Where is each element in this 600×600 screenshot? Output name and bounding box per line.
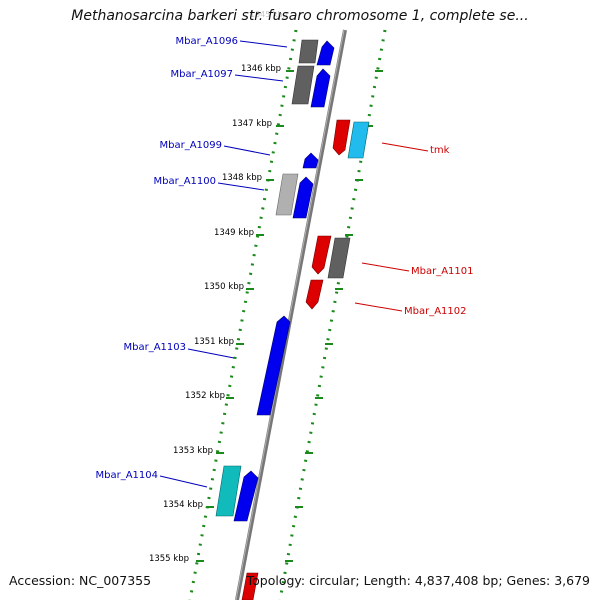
tick-label-1347: 1347 kbp (232, 119, 272, 129)
gene-feature-partial[interactable] (241, 572, 259, 600)
neighbor-feature[interactable] (327, 237, 351, 279)
leader-line (217, 182, 265, 191)
gene-label-mbar-a1102[interactable]: Mbar_A1102 (404, 306, 467, 317)
accession-info: Accession: NC_007355 (9, 573, 152, 588)
gene-feature-mbar-a1096[interactable] (316, 40, 335, 66)
gene-label-mbar-a1103[interactable]: Mbar_A1103 (123, 342, 186, 353)
right-tick-track (278, 29, 387, 600)
genome-backbone (235, 29, 347, 600)
tick-label-1354: 1354 kbp (163, 500, 203, 510)
gene-label-mbar-a1099[interactable]: Mbar_A1099 (159, 140, 222, 151)
neighbor-feature[interactable] (347, 121, 370, 159)
sequence-title: Methanosarcina barkeri str. fusaro chrom… (71, 8, 529, 24)
neighbor-feature[interactable] (275, 173, 299, 216)
tick-label-1353: 1353 kbp (173, 446, 213, 456)
leader-line (187, 348, 235, 359)
leader-line (381, 142, 429, 152)
leader-line (223, 145, 271, 156)
leader-line (361, 262, 410, 272)
tick-label-1351: 1351 kbp (194, 337, 234, 347)
leader-line (354, 302, 403, 312)
gene-feature-mbar-a1104[interactable] (233, 470, 259, 522)
gene-feature-mbar-a1101[interactable] (311, 235, 332, 275)
gene-label-mbar-a1096[interactable]: Mbar_A1096 (175, 36, 238, 47)
gene-label-mbar-a1104[interactable]: Mbar_A1104 (95, 470, 158, 481)
tick-label-1350: 1350 kbp (204, 282, 244, 292)
tick-label-1349: 1349 kbp (214, 228, 254, 238)
leader-line (234, 74, 284, 82)
gene-feature-mbar-a1100[interactable] (292, 176, 314, 219)
tick-label-1348: 1348 kbp (222, 173, 262, 183)
neighbor-feature[interactable] (215, 465, 242, 517)
neighbor-feature[interactable] (291, 65, 315, 105)
gene-label-mbar-a1097[interactable]: Mbar_A1097 (170, 69, 233, 80)
tick-label-1352: 1352 kbp (185, 391, 225, 401)
neighbor-feature[interactable] (298, 39, 319, 64)
gene-feature-mbar-a1103[interactable] (256, 315, 291, 416)
gene-feature-mbar-a1102[interactable] (305, 279, 324, 310)
gene-label-tmk[interactable]: tmk (430, 145, 450, 156)
gene-feature-mbar-a1097[interactable] (310, 68, 331, 108)
gene-label-mbar-a1101[interactable]: Mbar_A1101 (411, 266, 474, 277)
gene-feature-tmk[interactable] (332, 119, 351, 156)
tick-label-1355: 1355 kbp (149, 554, 189, 564)
gene-label-mbar-a1100[interactable]: Mbar_A1100 (153, 176, 216, 187)
topology-info: Topology: circular; Length: 4,837,408 bp… (246, 573, 590, 588)
partial-tick-label: 1345 kbp (250, 10, 288, 19)
gene-feature-mbar-a1099[interactable] (302, 152, 319, 169)
leader-line (159, 475, 208, 488)
genome-backbone-highlight (235, 29, 345, 600)
leader-line (239, 40, 288, 48)
tick-label-1346: 1346 kbp (241, 64, 281, 74)
